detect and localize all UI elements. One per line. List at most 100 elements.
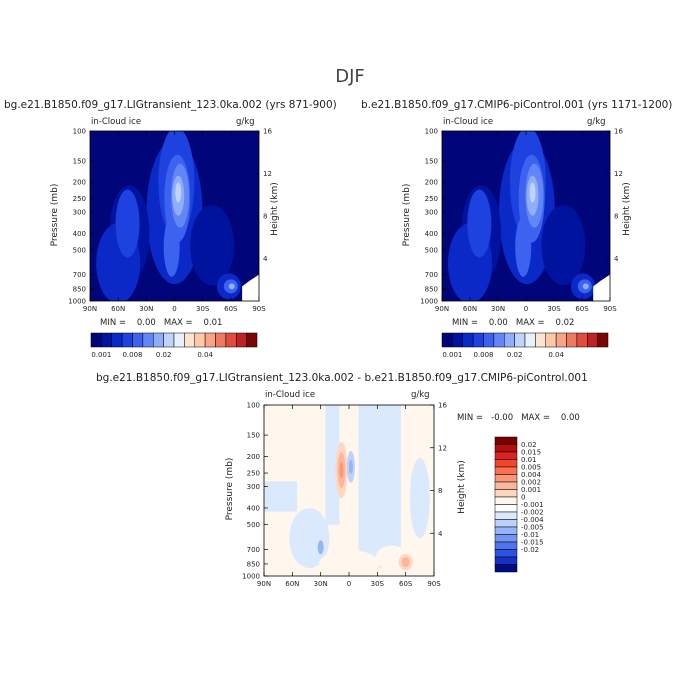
panel3-ylabel-right: Height (km) bbox=[457, 460, 467, 514]
colorbar-label: 0.04 bbox=[548, 351, 564, 359]
y-tick-label: 700 bbox=[425, 271, 438, 279]
colorbar-swatch bbox=[194, 332, 206, 348]
neg-region bbox=[317, 540, 324, 555]
colorbar-swatch bbox=[494, 466, 518, 475]
colorbar-label: -0.02 bbox=[521, 546, 539, 554]
colorbar-label: 0 bbox=[521, 494, 525, 502]
y-tick-label: 100 bbox=[425, 128, 438, 136]
colorbar-label: -0.002 bbox=[521, 509, 544, 517]
colorbar-label: 0.01 bbox=[521, 456, 537, 464]
field-region bbox=[515, 216, 532, 277]
y-tick-label: 300 bbox=[425, 209, 438, 217]
colorbar-swatch bbox=[576, 332, 588, 348]
y-tick-label: 250 bbox=[73, 195, 86, 203]
colorbar-swatch bbox=[494, 481, 518, 490]
colorbar-swatch bbox=[597, 332, 609, 348]
panel3-variable: in-Cloud ice bbox=[265, 390, 316, 400]
neg-region bbox=[325, 405, 340, 525]
y-tick-label: 500 bbox=[247, 521, 260, 529]
colorbar-swatch bbox=[555, 332, 567, 348]
colorbar-swatch bbox=[504, 332, 515, 348]
panel2-variable: in-Cloud ice bbox=[443, 117, 494, 127]
neg-region bbox=[348, 459, 353, 474]
field-region bbox=[190, 205, 235, 286]
panel2-field bbox=[442, 131, 610, 301]
y-tick-label: 850 bbox=[247, 560, 260, 568]
y-tick-label: 400 bbox=[247, 504, 260, 512]
y-tick-label: 1000 bbox=[68, 298, 86, 306]
colorbar-swatch bbox=[514, 332, 526, 348]
y-tick-label: 1000 bbox=[242, 573, 260, 581]
x-tick-label: 90N bbox=[257, 580, 271, 588]
panel3-units: g/kg bbox=[411, 390, 430, 400]
height-tick-label: 16 bbox=[438, 402, 447, 410]
colorbar-swatch bbox=[111, 332, 123, 348]
y-tick-label: 700 bbox=[247, 546, 260, 554]
panel2-colorbar: 0.001 0.008 0.02 0.04 bbox=[441, 332, 609, 359]
y-tick-label: 1000 bbox=[420, 298, 438, 306]
x-tick-label: 90S bbox=[252, 305, 266, 313]
panel2-title: b.e21.B1850.f09_g17.CMIP6-piControl.001 … bbox=[361, 99, 673, 111]
colorbar-swatch bbox=[494, 556, 518, 565]
height-tick-label: 12 bbox=[438, 444, 447, 452]
colorbar-swatch bbox=[142, 332, 154, 348]
season-title: DJF bbox=[335, 66, 365, 87]
colorbar-swatch bbox=[535, 332, 546, 348]
colorbar-swatch bbox=[494, 534, 518, 543]
colorbar-swatch bbox=[494, 436, 518, 445]
field-region bbox=[541, 205, 586, 286]
colorbar-label: 0.008 bbox=[473, 351, 493, 359]
x-tick-label: 30S bbox=[196, 305, 210, 313]
panel3-colorbar: 0.020.0150.010.0050.0040.0020.0010-0.001… bbox=[494, 436, 544, 573]
panel1-title: bg.e21.B1850.f09_g17.LIGtransient_123.0k… bbox=[4, 99, 337, 111]
colorbar-swatch bbox=[184, 332, 195, 348]
colorbar-swatch bbox=[173, 332, 185, 348]
field-region bbox=[582, 283, 589, 290]
pos-region bbox=[401, 557, 410, 568]
panel2-units: g/kg bbox=[587, 117, 606, 127]
colorbar-swatch bbox=[163, 332, 175, 348]
colorbar-swatch bbox=[153, 332, 164, 348]
colorbar-swatch bbox=[494, 444, 518, 453]
colorbar-swatch bbox=[493, 332, 505, 348]
colorbar-label: 0.02 bbox=[507, 351, 523, 359]
colorbar-swatch bbox=[494, 564, 518, 573]
missing-region bbox=[242, 274, 259, 301]
colorbar-label: 0.001 bbox=[442, 351, 462, 359]
colorbar-label: 0.001 bbox=[91, 351, 111, 359]
neg-region bbox=[264, 481, 298, 512]
x-tick-label: 60N bbox=[463, 305, 477, 313]
y-tick-label: 150 bbox=[247, 432, 260, 440]
colorbar-swatch bbox=[494, 451, 518, 460]
y-tick-label: 150 bbox=[73, 157, 86, 165]
x-tick-label: 30N bbox=[491, 305, 505, 313]
panel1-axes: 90N 60N 30N 0 30S 60S 90S 100 150 200 250 300 400 500… bbox=[68, 128, 272, 314]
height-tick-label: 12 bbox=[263, 170, 272, 178]
y-tick-label: 200 bbox=[247, 453, 260, 461]
height-tick-label: 4 bbox=[614, 255, 619, 263]
colorbar-swatch bbox=[204, 332, 216, 348]
panel3-ylabel: Pressure (mb) bbox=[225, 457, 235, 521]
colorbar-swatch bbox=[246, 332, 258, 348]
x-tick-label: 30N bbox=[139, 305, 153, 313]
height-tick-label: 16 bbox=[614, 128, 623, 136]
colorbar-label: 0.002 bbox=[521, 479, 541, 487]
x-tick-label: 90N bbox=[435, 305, 449, 313]
y-tick-label: 400 bbox=[425, 230, 438, 238]
field-region bbox=[115, 189, 140, 258]
height-tick-label: 8 bbox=[438, 487, 442, 495]
colorbar-swatch bbox=[494, 519, 518, 528]
colorbar-swatch bbox=[524, 332, 536, 348]
x-tick-label: 30N bbox=[314, 580, 328, 588]
colorbar-label: -0.004 bbox=[521, 516, 544, 524]
colorbar-swatch bbox=[494, 526, 518, 535]
pos-region bbox=[319, 549, 379, 576]
x-tick-label: 60S bbox=[575, 305, 589, 313]
y-tick-label: 500 bbox=[73, 246, 86, 254]
colorbar-label: -0.01 bbox=[521, 531, 539, 539]
y-tick-label: 200 bbox=[425, 179, 438, 187]
panel1-variable: in-Cloud ice bbox=[91, 117, 142, 127]
x-tick-label: 90S bbox=[603, 305, 617, 313]
y-tick-label: 200 bbox=[73, 179, 86, 187]
